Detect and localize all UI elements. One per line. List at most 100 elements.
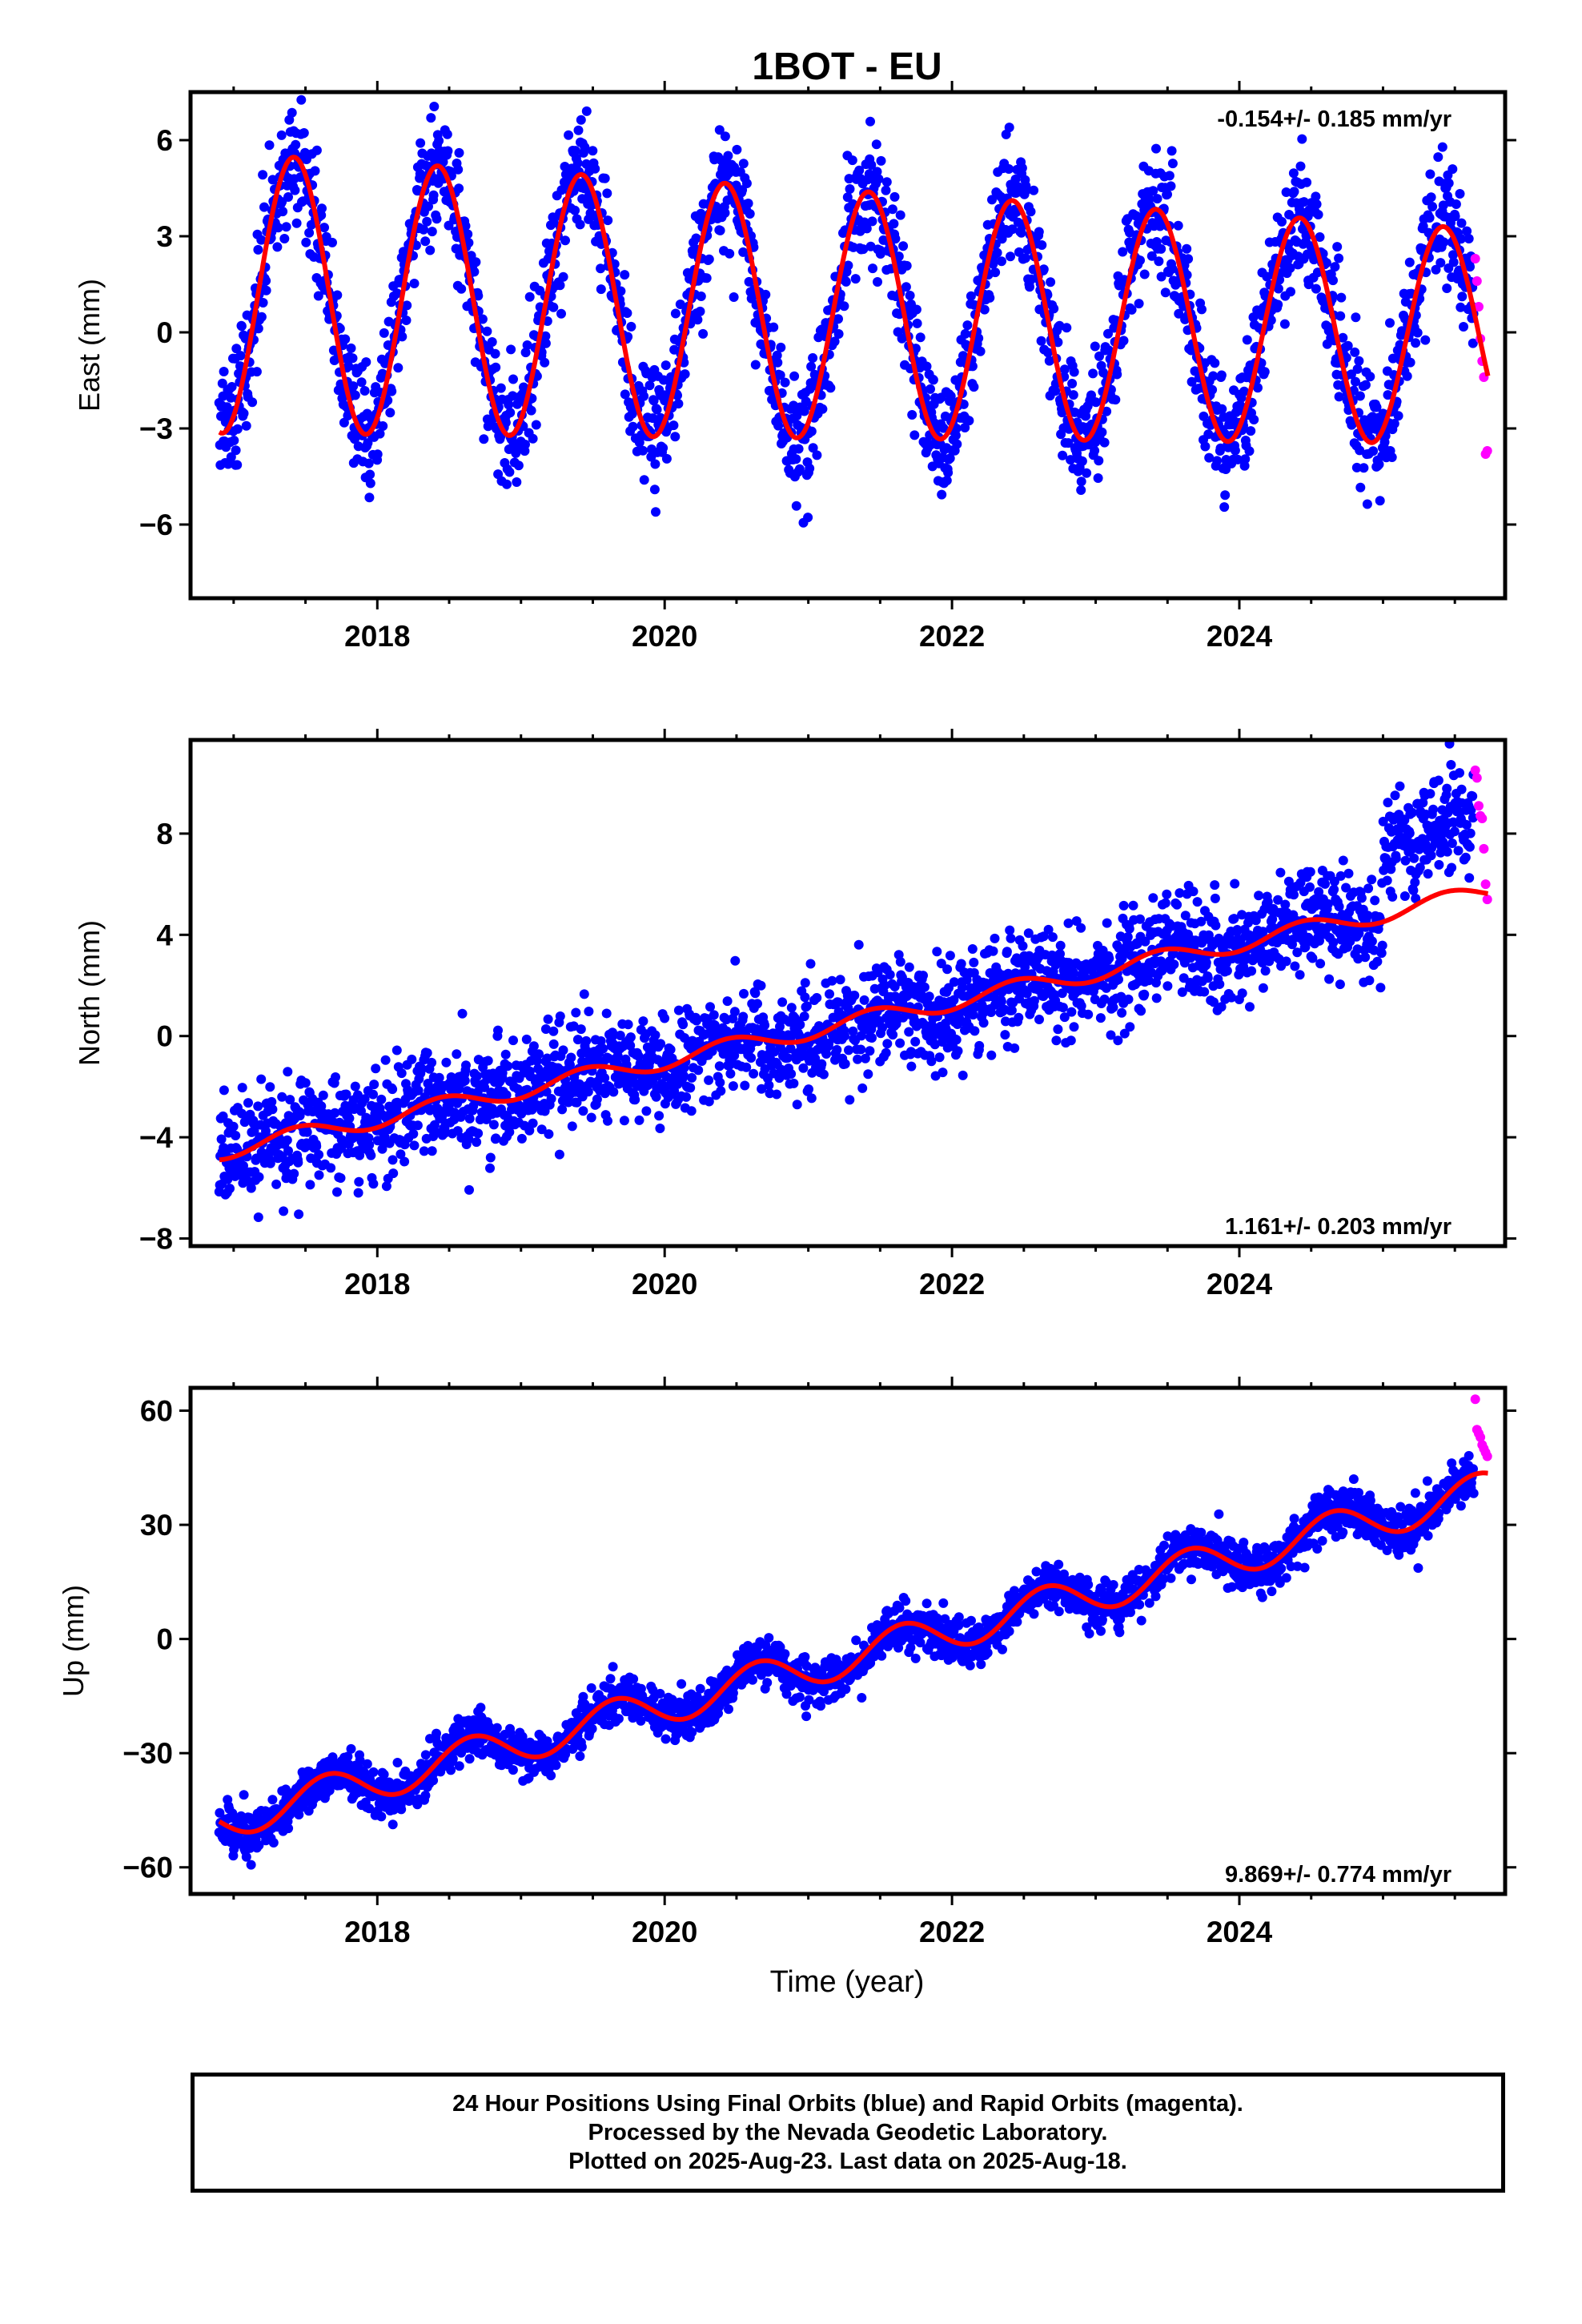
north-final-point xyxy=(1029,995,1039,1006)
north-final-point xyxy=(1324,974,1335,984)
north-final-point xyxy=(311,1141,322,1152)
east-final-point xyxy=(1097,427,1107,437)
north-final-point xyxy=(368,1179,379,1189)
east-final-point xyxy=(261,285,271,296)
east-final-point xyxy=(1464,234,1474,243)
east-final-point xyxy=(1167,263,1178,274)
north-final-point xyxy=(1377,940,1387,951)
east-final-point xyxy=(1102,406,1112,416)
north-final-point xyxy=(934,1052,945,1063)
north-final-point xyxy=(1034,1015,1044,1024)
north-final-point xyxy=(1095,1013,1106,1023)
east-final-point xyxy=(1375,496,1385,506)
north-final-point xyxy=(753,999,762,1009)
east-final-point xyxy=(876,155,886,166)
north-final-point xyxy=(434,1072,444,1083)
north-final-point xyxy=(810,1053,821,1063)
east-final-point xyxy=(522,340,532,350)
north-final-point xyxy=(366,1150,376,1160)
north-final-point xyxy=(1124,923,1134,934)
north-final-point xyxy=(326,1163,336,1173)
east-final-point xyxy=(453,164,464,175)
east-final-point xyxy=(1049,304,1059,314)
north-final-point xyxy=(786,1003,797,1013)
north-final-point xyxy=(472,1071,482,1081)
north-final-point xyxy=(904,1027,914,1037)
north-final-point xyxy=(596,1036,606,1046)
north-final-point xyxy=(271,1179,282,1189)
east-final-point xyxy=(952,439,962,449)
north-final-point xyxy=(314,1149,324,1160)
east-final-point xyxy=(273,223,283,233)
east-final-point xyxy=(847,155,857,166)
east-final-point xyxy=(1368,446,1379,456)
north-final-point xyxy=(282,1135,292,1145)
north-final-point xyxy=(285,1095,295,1105)
east-final-point xyxy=(422,216,432,227)
east-final-point xyxy=(1411,338,1421,348)
north-final-point xyxy=(619,1116,629,1126)
east-final-point xyxy=(715,225,725,235)
north-final-point xyxy=(1267,914,1278,924)
east-final-point xyxy=(253,324,263,334)
north-final-point xyxy=(228,1121,239,1132)
north-final-point xyxy=(942,964,953,975)
east-frame xyxy=(188,90,1508,601)
east-final-point xyxy=(379,328,389,338)
north-final-point xyxy=(865,1046,875,1056)
east-final-point xyxy=(741,179,752,188)
north-final-point xyxy=(1057,988,1067,999)
north-final-point xyxy=(1216,1002,1227,1012)
north-final-point xyxy=(352,1090,363,1100)
east-final-point xyxy=(921,361,932,372)
north-final-point xyxy=(709,1010,719,1020)
east-final-point xyxy=(1313,210,1323,219)
east-final-point xyxy=(251,367,262,377)
east-final-point xyxy=(512,477,522,487)
east-final-point xyxy=(311,145,322,155)
north-final-point xyxy=(381,1181,391,1192)
east-final-point xyxy=(1076,485,1086,495)
north-final-point xyxy=(267,1096,277,1107)
east-final-point xyxy=(387,386,397,396)
east-final-point xyxy=(858,244,869,255)
east-final-point xyxy=(1374,459,1384,469)
east-final-point xyxy=(938,423,949,433)
east-final-point xyxy=(573,125,584,135)
east-final-point xyxy=(964,416,974,426)
north-final-point xyxy=(1119,1028,1130,1039)
east-final-point xyxy=(504,400,514,410)
north-final-point xyxy=(932,947,942,957)
east-final-point xyxy=(1355,445,1365,456)
east-final-point xyxy=(1431,264,1441,275)
east-y-tick-label: 3 xyxy=(156,220,173,253)
north-final-point xyxy=(877,1023,887,1033)
east-final-point xyxy=(842,192,853,203)
east-final-point xyxy=(990,267,1001,278)
north-final-point xyxy=(1292,947,1303,958)
east-final-point xyxy=(350,390,360,400)
east-final-point xyxy=(1076,476,1086,487)
north-final-point xyxy=(600,1073,610,1084)
north-final-point xyxy=(1360,952,1371,963)
east-final-point xyxy=(979,304,990,315)
east-final-point xyxy=(299,128,309,138)
east-final-point xyxy=(301,237,311,247)
north-final-point xyxy=(1059,1012,1070,1023)
east-final-point xyxy=(1200,441,1211,452)
north-final-point xyxy=(1210,893,1220,903)
north-rapid-point xyxy=(1474,801,1484,811)
north-final-point xyxy=(1023,928,1034,939)
east-final-point xyxy=(769,322,779,332)
north-final-point xyxy=(501,1090,512,1100)
north-final-point xyxy=(1433,775,1443,786)
east-final-point xyxy=(1385,318,1395,328)
north-final-point xyxy=(572,1035,583,1045)
east-final-point xyxy=(329,356,339,365)
east-final-point xyxy=(1311,199,1322,209)
north-final-point xyxy=(825,989,834,999)
east-final-point xyxy=(596,263,606,274)
east-final-point xyxy=(1447,164,1458,175)
north-final-point xyxy=(840,1031,849,1041)
